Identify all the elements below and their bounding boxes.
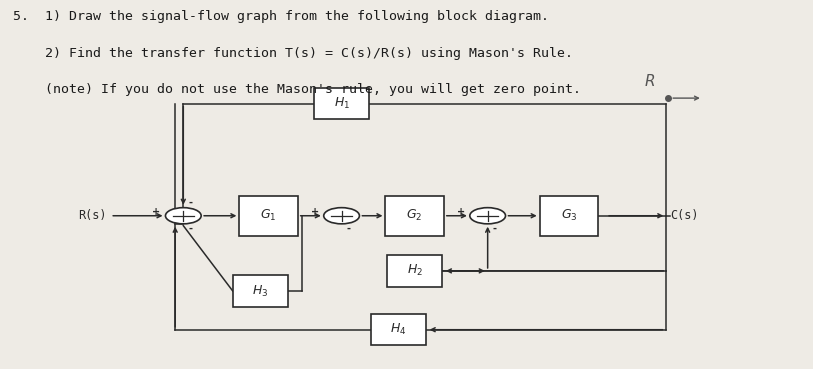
Text: +: + bbox=[457, 207, 465, 217]
Bar bbox=[239, 196, 298, 236]
Text: 5.  1) Draw the signal-flow graph from the following block diagram.: 5. 1) Draw the signal-flow graph from th… bbox=[13, 10, 549, 23]
Bar bbox=[387, 255, 442, 286]
Circle shape bbox=[470, 208, 506, 224]
Text: -: - bbox=[189, 224, 193, 234]
Bar bbox=[233, 276, 288, 307]
Text: $H_1$: $H_1$ bbox=[333, 96, 350, 111]
Circle shape bbox=[166, 208, 201, 224]
Text: $H_4$: $H_4$ bbox=[390, 322, 406, 337]
Text: -: - bbox=[346, 224, 350, 234]
Text: +: + bbox=[153, 207, 161, 217]
Text: $H_2$: $H_2$ bbox=[406, 263, 423, 279]
Circle shape bbox=[324, 208, 359, 224]
Text: C(s): C(s) bbox=[670, 209, 699, 222]
Text: R: R bbox=[645, 74, 655, 89]
Text: R(s): R(s) bbox=[78, 209, 107, 222]
Text: $G_1$: $G_1$ bbox=[260, 208, 276, 223]
Text: $H_3$: $H_3$ bbox=[252, 283, 268, 299]
Text: -: - bbox=[493, 224, 497, 234]
Text: $G_2$: $G_2$ bbox=[406, 208, 423, 223]
Text: 2) Find the transfer function T(s) = C(s)/R(s) using Mason's Rule.: 2) Find the transfer function T(s) = C(s… bbox=[13, 46, 573, 60]
Text: $G_3$: $G_3$ bbox=[560, 208, 577, 223]
Bar bbox=[371, 314, 426, 345]
Text: (note) If you do not use the Mason's rule, you will get zero point.: (note) If you do not use the Mason's rul… bbox=[13, 83, 580, 96]
Text: +: + bbox=[311, 207, 319, 217]
Bar bbox=[540, 196, 598, 236]
Bar bbox=[385, 196, 444, 236]
Bar bbox=[314, 88, 369, 119]
Text: -: - bbox=[189, 198, 193, 208]
